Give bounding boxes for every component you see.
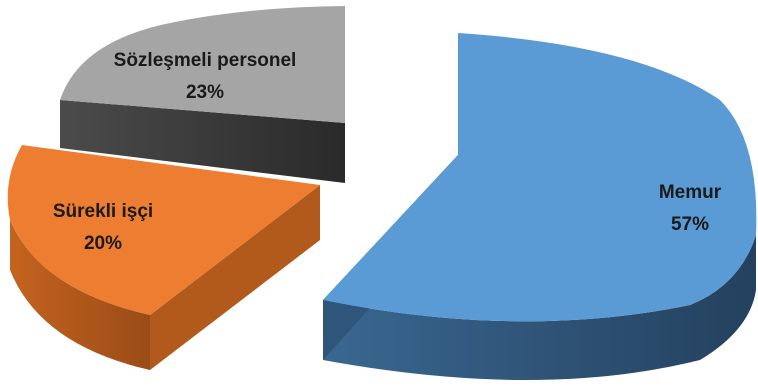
label-memur-value: 57%	[671, 214, 709, 235]
label-memur-name: Memur	[659, 182, 722, 203]
slice-surekli-isci-side	[10, 220, 150, 370]
label-sozlesmeli-personel-name: Sözleşmeli personel	[114, 50, 297, 71]
slice-memur	[323, 33, 757, 380]
slice-sozlesmeli-personel-top	[60, 6, 345, 123]
label-sozlesmeli-personel-value: 23%	[186, 82, 224, 103]
slice-surekli-isci-right-face	[150, 185, 320, 370]
slice-surekli-isci	[7, 145, 320, 370]
label-surekli-isci-value: 20%	[84, 233, 122, 254]
slice-memur-top	[323, 33, 757, 322]
slice-surekli-isci-top	[7, 145, 320, 315]
slice-sozlesmeli-personel	[60, 6, 345, 183]
label-surekli-isci-name: Sürekli işçi	[53, 201, 153, 222]
slice-memur-side	[323, 235, 756, 380]
slice-sozlesmeli-personel-front	[60, 100, 345, 183]
